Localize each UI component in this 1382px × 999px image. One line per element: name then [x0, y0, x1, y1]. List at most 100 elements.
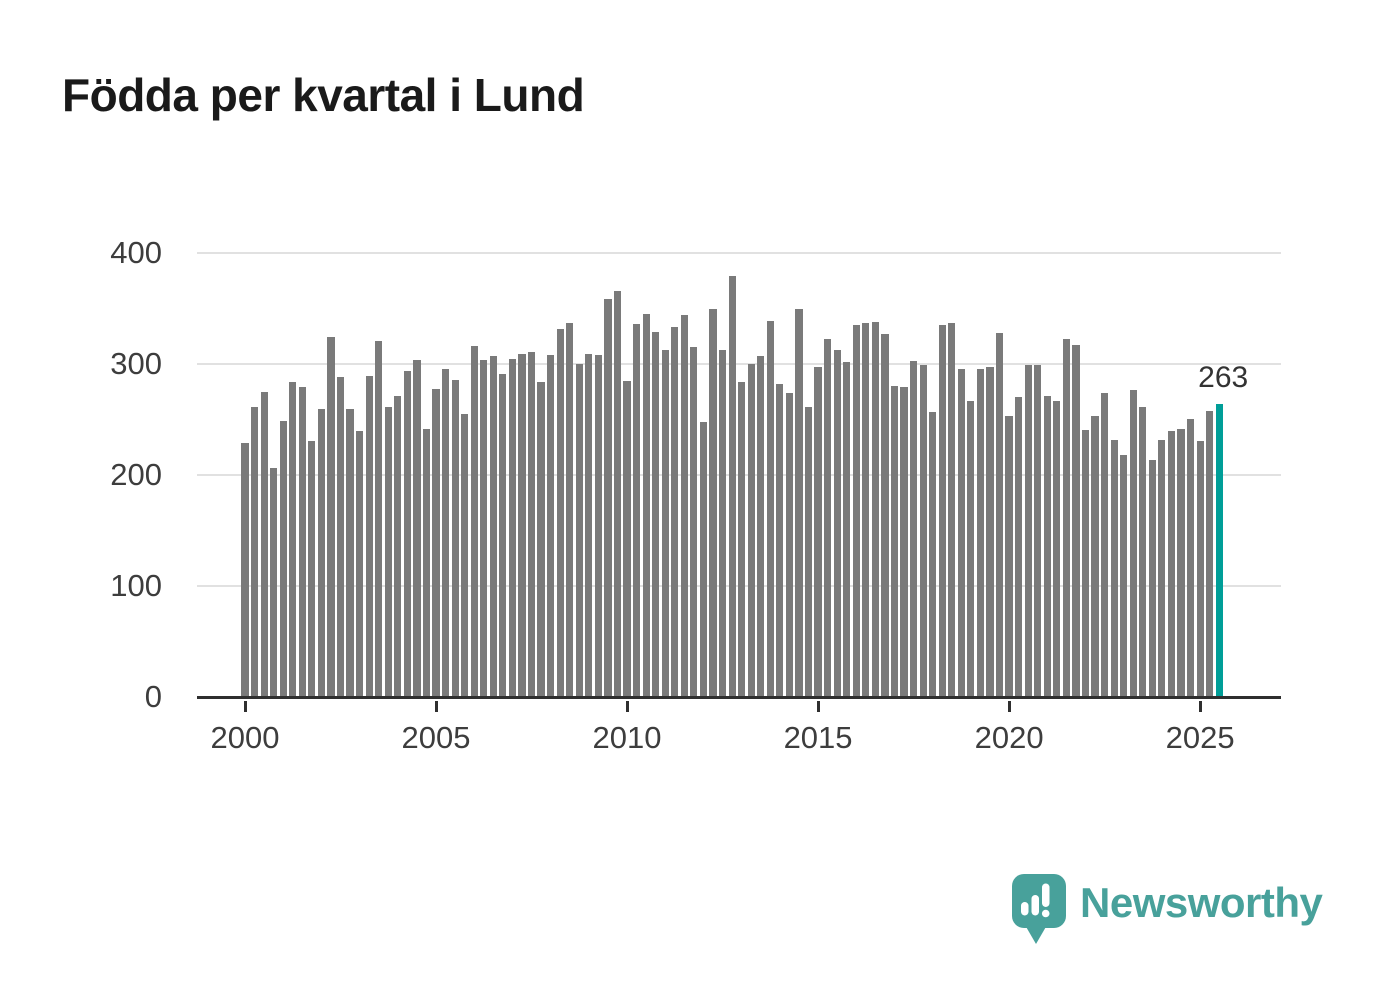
x-axis-tick: [243, 701, 247, 712]
bar: [718, 349, 727, 696]
y-axis-tick-label: 400: [110, 235, 162, 270]
bar: [556, 328, 564, 696]
bar: [995, 333, 1004, 696]
bar: [575, 364, 583, 696]
bar: [480, 359, 488, 696]
bar: [508, 358, 516, 696]
bar: [833, 349, 841, 696]
bar: [241, 442, 249, 696]
bar: [298, 387, 306, 696]
bar: [441, 368, 450, 696]
bar: [938, 325, 946, 696]
bar: [451, 379, 459, 696]
bar: [413, 359, 421, 696]
bar: [785, 392, 793, 696]
bar: [499, 374, 507, 696]
bar: [1091, 416, 1099, 696]
bar: [270, 468, 278, 696]
x-axis-tick-label: 2005: [401, 720, 471, 755]
bar: [1158, 439, 1166, 696]
bar: [795, 308, 803, 696]
bar: [250, 407, 259, 696]
bar: [346, 408, 354, 696]
bar: [1005, 416, 1013, 696]
x-axis-tick-label: 2000: [210, 720, 280, 755]
x-axis-tick: [1198, 701, 1202, 712]
page-title: Födda per kvartal i Lund: [62, 69, 585, 121]
x-axis-tick: [816, 701, 820, 712]
bar: [1148, 459, 1156, 696]
bar: [699, 421, 708, 696]
bar: [384, 407, 392, 696]
bar: [1110, 439, 1118, 696]
bar: [652, 331, 660, 696]
bar: [1100, 392, 1109, 696]
x-axis-tick: [434, 701, 438, 712]
newsworthy-logo-text: Newsworthy: [1080, 879, 1323, 926]
bar: [461, 414, 469, 696]
x-axis-line: [197, 696, 1281, 699]
bar: [527, 351, 536, 696]
y-axis-tick-label: 200: [110, 457, 162, 492]
bar: [709, 308, 717, 696]
bar: [804, 407, 813, 696]
bar: [623, 380, 631, 696]
bar: [1015, 397, 1023, 696]
bar: [929, 411, 937, 696]
bar: [843, 361, 851, 696]
bar: [1081, 429, 1090, 696]
bar: [1167, 430, 1176, 696]
bar: [738, 381, 746, 696]
bar: [1177, 428, 1185, 696]
bar: [1053, 400, 1061, 696]
bar: [356, 430, 364, 696]
bar: [890, 386, 899, 696]
bar: [824, 338, 832, 696]
bar: [747, 364, 755, 696]
bar: [690, 347, 698, 696]
highlighted-bar: [1215, 404, 1223, 696]
bar: [1196, 440, 1204, 696]
newsworthy-logo: Newsworthy: [1012, 874, 1323, 953]
bar: [375, 340, 383, 696]
bar: [680, 315, 688, 696]
bar: [422, 428, 431, 696]
bar: [1206, 410, 1214, 696]
bar: [566, 323, 574, 696]
bar: [766, 320, 774, 696]
bar: [1139, 407, 1147, 696]
bar: [317, 408, 325, 696]
bar: [642, 314, 650, 696]
chart-plot-area: 263 0 100 200 300 400 2000 2005 2010 2015 2020 202…: [110, 235, 1281, 755]
x-axis-tick-label: 2010: [592, 720, 662, 755]
x-axis-tick: [625, 701, 629, 712]
bar: [260, 391, 268, 696]
bar: [919, 365, 927, 696]
bar: [547, 355, 555, 696]
bar: [327, 337, 335, 696]
bar: [776, 384, 784, 696]
bar: [470, 346, 478, 696]
gridline-y-300: [197, 363, 1281, 365]
bar: [403, 370, 411, 696]
bar: [1072, 345, 1080, 696]
bar: [613, 290, 622, 696]
bar: [1043, 396, 1051, 696]
y-axis-tick-label: 100: [110, 568, 162, 603]
bar: [1062, 338, 1070, 696]
x-axis-tick: [1007, 701, 1011, 712]
bar: [661, 349, 669, 696]
bar: [394, 396, 402, 696]
bar: [862, 323, 870, 696]
bar: [814, 367, 822, 696]
bar: [518, 354, 526, 696]
bar: [900, 387, 908, 696]
bar: [585, 354, 593, 696]
bar: [604, 298, 612, 696]
bar: [308, 440, 316, 696]
bar: [632, 324, 641, 696]
bar: [1129, 389, 1137, 696]
bar: [757, 356, 765, 696]
bar: [909, 360, 918, 696]
x-axis-tick-label: 2025: [1165, 720, 1235, 755]
